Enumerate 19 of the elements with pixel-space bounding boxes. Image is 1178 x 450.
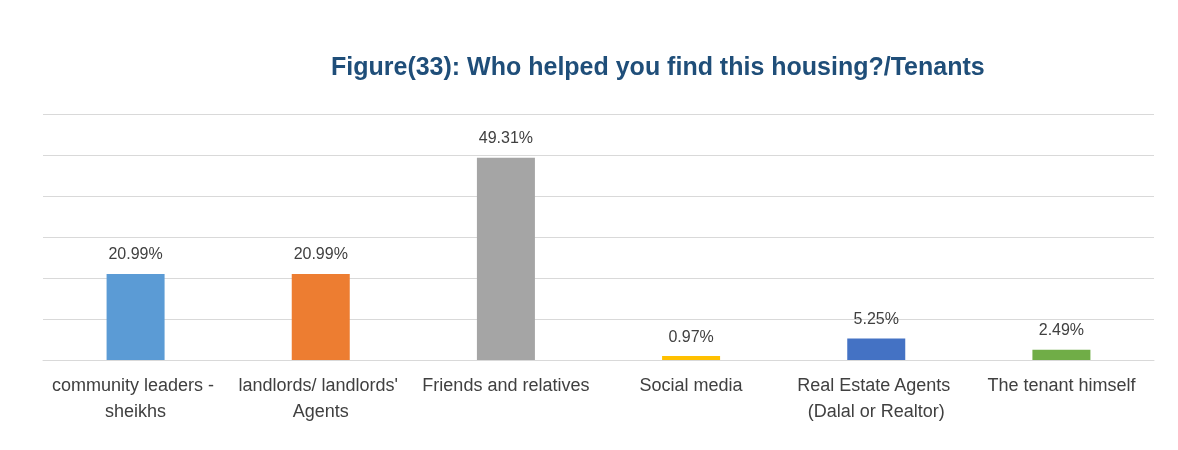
bar xyxy=(476,157,535,360)
x-tick-label: Friends and relatives xyxy=(422,375,590,395)
x-tick-label: The tenant himself xyxy=(987,375,1137,395)
x-tick-label: landlords/ landlords' Agents xyxy=(238,375,404,421)
chart-title: Figure(33): Who helped you find this housing?/Tenants xyxy=(331,51,985,80)
data-label: 0.97% xyxy=(668,327,714,345)
data-label: 5.25% xyxy=(853,309,899,327)
x-tick-label: community leaders - sheikhs xyxy=(52,375,220,421)
bar xyxy=(847,338,906,360)
bar xyxy=(662,356,721,360)
x-tick-label: Social media xyxy=(639,375,744,395)
bar xyxy=(291,273,350,360)
data-label: 20.99% xyxy=(293,245,348,263)
data-label: 2.49% xyxy=(1038,321,1085,339)
x-tick-label: Real Estate Agents (Dalal or Realtor) xyxy=(797,375,956,421)
bar xyxy=(1032,349,1091,360)
data-label: 20.99% xyxy=(108,245,163,263)
data-label: 49.31% xyxy=(478,129,534,147)
bar xyxy=(106,273,165,360)
